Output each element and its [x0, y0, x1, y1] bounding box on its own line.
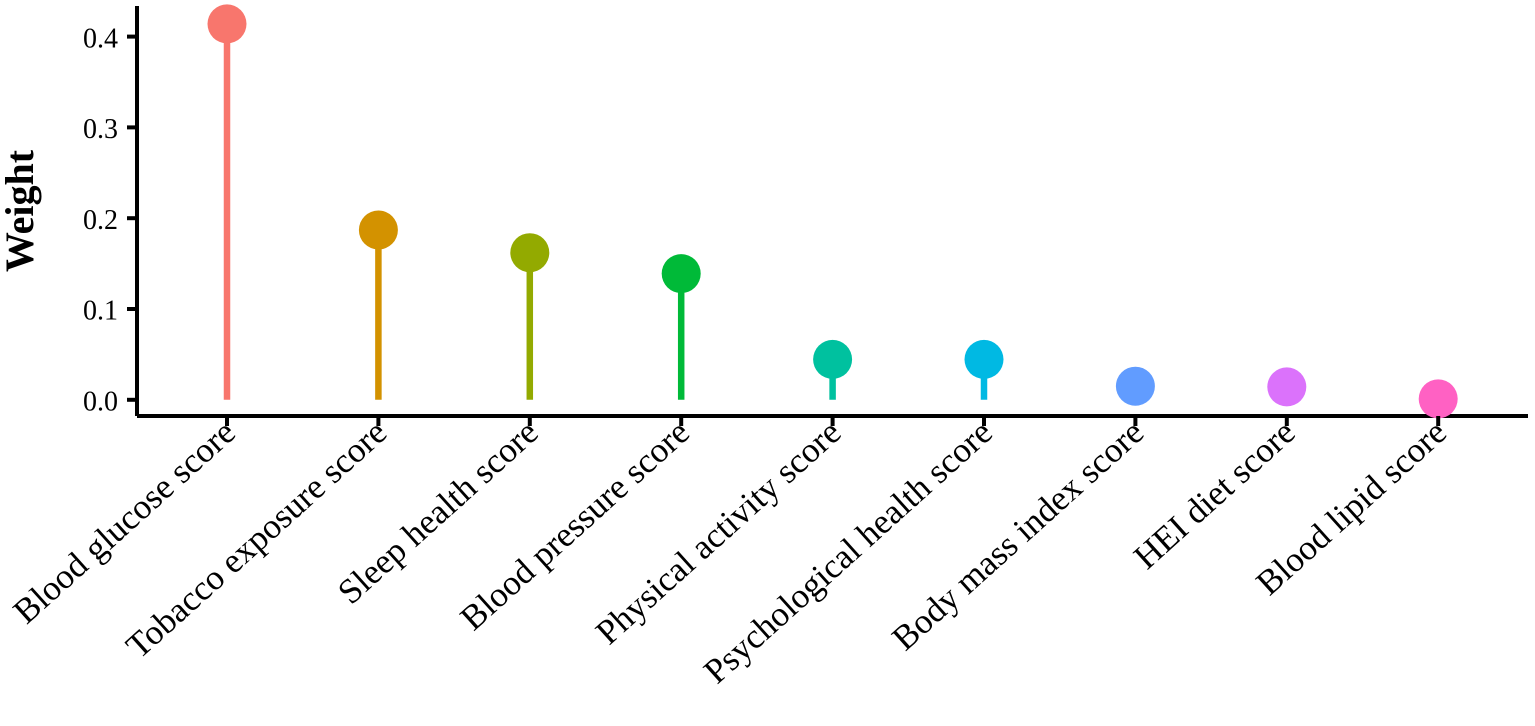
svg-text:0.4: 0.4: [83, 23, 118, 54]
svg-text:0.1: 0.1: [83, 296, 118, 327]
svg-text:Weight: Weight: [0, 149, 42, 272]
svg-text:0.0: 0.0: [83, 387, 118, 418]
svg-text:0.2: 0.2: [83, 205, 118, 236]
svg-text:0.3: 0.3: [83, 114, 118, 145]
